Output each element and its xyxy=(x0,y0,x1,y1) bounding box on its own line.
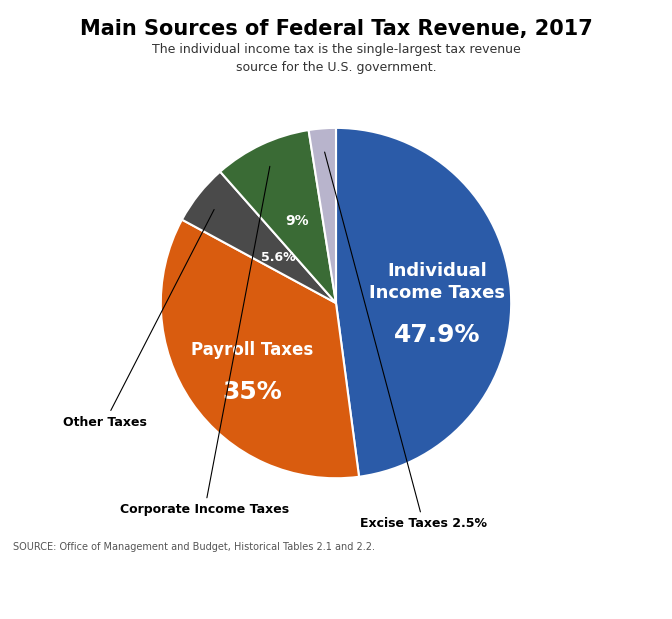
Text: 35%: 35% xyxy=(222,380,282,404)
Text: The individual income tax is the single-largest tax revenue
source for the U.S. : The individual income tax is the single-… xyxy=(152,43,520,74)
Wedge shape xyxy=(220,130,336,303)
Text: 9%: 9% xyxy=(286,214,309,228)
Text: FEDERAL RESERVE BANK of ST. LOUIS: FEDERAL RESERVE BANK of ST. LOUIS xyxy=(13,593,277,607)
Text: Corporate Income Taxes: Corporate Income Taxes xyxy=(120,167,289,516)
Text: Main Sources of Federal Tax Revenue, 2017: Main Sources of Federal Tax Revenue, 201… xyxy=(79,19,593,38)
Text: Payroll Taxes: Payroll Taxes xyxy=(192,341,313,359)
Text: SOURCE: Office of Management and Budget, Historical Tables 2.1 and 2.2.: SOURCE: Office of Management and Budget,… xyxy=(13,542,376,552)
Text: 47.9%: 47.9% xyxy=(394,323,480,347)
Wedge shape xyxy=(308,128,336,303)
Text: Excise Taxes 2.5%: Excise Taxes 2.5% xyxy=(325,152,487,530)
Text: Individual
Income Taxes: Individual Income Taxes xyxy=(370,262,505,303)
Text: 5.6%: 5.6% xyxy=(261,251,296,264)
Wedge shape xyxy=(182,171,336,303)
Wedge shape xyxy=(161,220,359,478)
Text: Other Taxes: Other Taxes xyxy=(62,209,214,429)
Wedge shape xyxy=(336,128,511,477)
